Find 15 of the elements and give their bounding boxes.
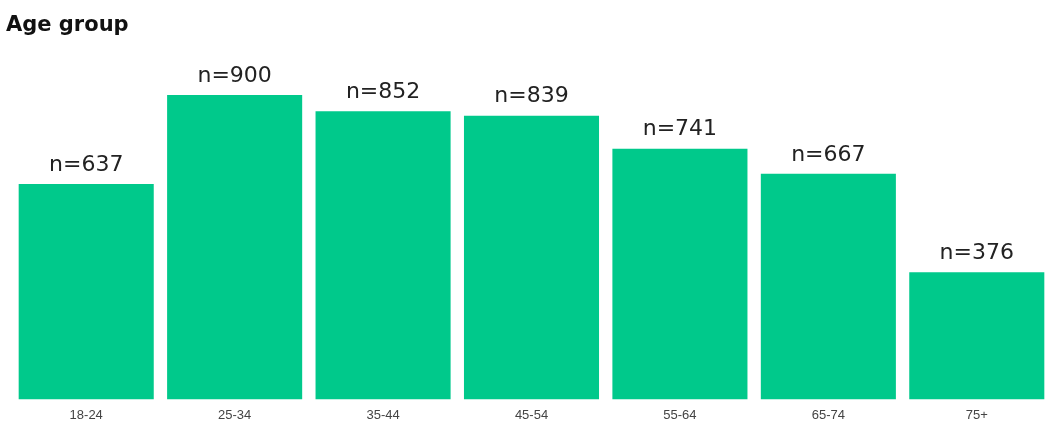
x-tick-label: 75+ <box>965 406 988 422</box>
data-label: n=376 <box>939 238 1014 264</box>
data-label: n=741 <box>642 115 718 141</box>
x-tick-label: 45-54 <box>514 406 549 422</box>
x-tick-label: 55-64 <box>663 406 697 422</box>
data-label: n=900 <box>197 61 272 87</box>
data-label: n=637 <box>49 150 124 176</box>
x-tick-label: 25-34 <box>218 406 252 422</box>
chart-title: Age group <box>6 12 129 36</box>
x-tick-label: 18-24 <box>69 406 103 422</box>
data-label: n=852 <box>345 77 421 103</box>
data-label: n=839 <box>494 82 569 108</box>
x-tick-label: 35-44 <box>366 406 400 422</box>
data-label: n=667 <box>791 140 866 166</box>
x-tick-label: 65-74 <box>811 406 845 422</box>
